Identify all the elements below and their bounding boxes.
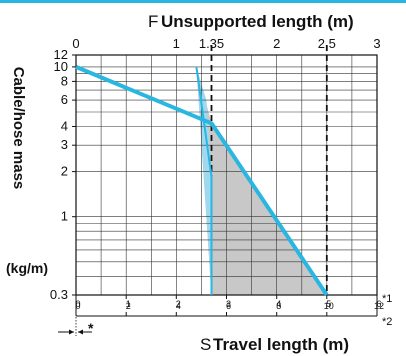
series-line-1: [75, 65, 329, 297]
bottom1-tick-label: 4: [276, 299, 281, 309]
y-tick-label: 10: [54, 59, 68, 74]
top-tick-label: 1: [173, 36, 180, 51]
bottom1-tick-label: 2: [176, 299, 181, 309]
light-wedge-region: [196, 66, 212, 296]
offset-marker: *: [88, 320, 94, 336]
bottom1-tick-label: 3: [226, 299, 231, 309]
y-tick-label: 8: [61, 73, 68, 88]
y-tick-label: 6: [61, 92, 68, 107]
top-tick-label: 0: [72, 36, 79, 51]
top-marked-label: 2.5: [318, 36, 336, 51]
shaded-region: [196, 66, 327, 296]
y-axis-title: Cable/hose mass: [10, 67, 27, 190]
series-line-2: [195, 66, 213, 295]
top-axis-letter: F: [148, 12, 158, 31]
offset-arrow-right-head: [78, 329, 83, 335]
note-2: *2: [382, 316, 392, 328]
bottom-axis-title: Travel length (m): [213, 335, 349, 354]
bottom1-tick-label: 6: [376, 299, 381, 309]
bottom2-tick-label: 10: [324, 301, 334, 311]
y-tick-label: 1: [61, 209, 68, 224]
bottom2-tick-label: 6: [226, 301, 231, 311]
y-tick-label: 0.3: [50, 287, 68, 302]
offset-arrow-left-head: [69, 329, 74, 335]
top-marked-label: 1.35: [199, 36, 224, 51]
y-tick-label: 12: [54, 47, 68, 62]
y-tick-label: 3: [61, 137, 68, 152]
y-axis-unit: (kg/m): [6, 260, 48, 276]
bottom2-tick-label: 4: [176, 301, 181, 311]
bottom1-tick-label: 5: [326, 299, 331, 309]
top-axis-title: Unsupported length (m): [161, 12, 354, 31]
bottom-axis-letter: S: [200, 335, 211, 354]
shaded-region-layer: [196, 66, 327, 296]
bottom2-tick-label: 2: [126, 301, 131, 311]
grid-layer: [76, 54, 377, 296]
bottom2-tick-label: 8: [276, 301, 281, 311]
bottom1-tick-label: 1: [126, 299, 131, 309]
y-tick-label: 2: [61, 164, 68, 179]
top-accent-bar: [0, 0, 406, 3]
series-layer: [75, 65, 329, 297]
bottom2-tick-label: 0: [75, 301, 80, 311]
note-1: *1: [382, 293, 392, 305]
y-tick-label: 4: [61, 119, 68, 134]
top-tick-label: 2: [273, 36, 280, 51]
bottom1-tick-label: 0: [75, 299, 80, 309]
top-tick-label: 3: [373, 36, 380, 51]
bottom2-tick-label: 12: [374, 301, 384, 311]
